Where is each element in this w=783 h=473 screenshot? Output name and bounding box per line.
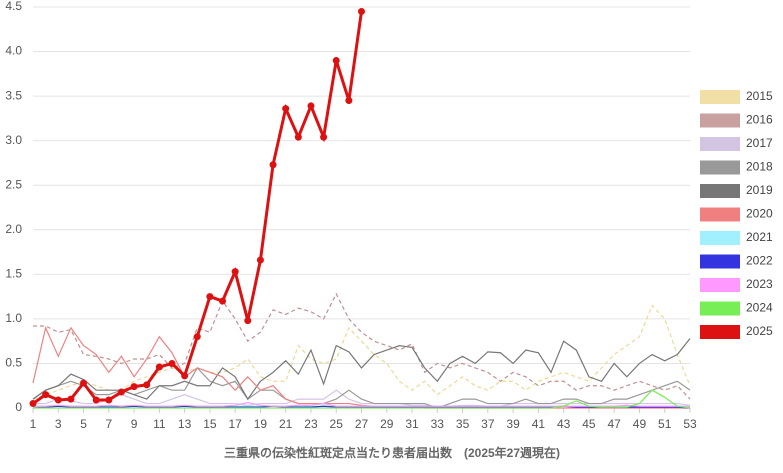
- x-tick-label: 41: [532, 417, 546, 431]
- x-tick-label: 37: [481, 417, 495, 431]
- point: [294, 133, 302, 141]
- point: [206, 293, 214, 301]
- y-tick-label: 0: [15, 400, 22, 414]
- point: [358, 7, 365, 15]
- legend-swatch: [700, 207, 740, 222]
- series-line: [32, 405, 691, 409]
- x-tick-label: 31: [405, 417, 419, 431]
- x-tick-label: 49: [633, 417, 647, 431]
- x-tick-label: 19: [254, 417, 268, 431]
- legend-swatch: [700, 113, 740, 128]
- point: [92, 396, 100, 404]
- legend-label: 2019: [746, 183, 773, 197]
- legend-label: 2021: [746, 230, 773, 244]
- legend-swatch: [700, 254, 740, 269]
- x-tick-label: 47: [608, 417, 622, 431]
- series-line: [32, 325, 690, 409]
- x-tick-label: 9: [131, 417, 138, 431]
- legend-label: 2023: [746, 277, 773, 291]
- legend-label: 2017: [746, 136, 773, 150]
- x-tick-label: 13: [178, 417, 192, 431]
- x-tick-label: 35: [456, 417, 470, 431]
- point: [219, 297, 227, 305]
- legend-swatch: [700, 184, 740, 198]
- x-tick-label: 43: [557, 417, 571, 431]
- point: [256, 256, 264, 264]
- series-line: [32, 366, 691, 409]
- y-tick-label: 1.0: [5, 311, 22, 325]
- point: [193, 333, 201, 341]
- x-tick-label: 39: [506, 417, 520, 431]
- point: [143, 381, 151, 389]
- x-tick-label: 1: [30, 417, 37, 431]
- series-line: [33, 402, 690, 407]
- y-tick-label: 1.5: [5, 267, 22, 281]
- legend-label: 2022: [746, 254, 773, 268]
- legend-label: 2024: [746, 301, 773, 315]
- x-tick-label: 5: [80, 417, 87, 431]
- point: [67, 395, 75, 403]
- legend-swatch: [700, 160, 740, 175]
- point: [42, 391, 50, 399]
- series-line: [32, 304, 691, 400]
- point: [117, 388, 125, 396]
- x-tick-label: 45: [582, 417, 596, 431]
- y-tick-label: 4.0: [5, 44, 22, 58]
- point: [345, 97, 353, 105]
- legend-swatch: [700, 231, 740, 245]
- legend-label: 2015: [746, 89, 773, 103]
- legend-swatch: [700, 278, 740, 292]
- y-tick-label: 3.5: [5, 88, 22, 102]
- x-tick-label: 53: [683, 417, 697, 431]
- x-tick-label: 7: [105, 417, 112, 431]
- series-line: [33, 389, 691, 409]
- point: [320, 133, 328, 141]
- point: [130, 383, 138, 391]
- legend-swatch: [700, 137, 740, 151]
- x-tick-label: 25: [330, 417, 344, 431]
- point: [80, 379, 88, 387]
- point: [29, 400, 37, 408]
- point: [168, 359, 176, 367]
- point: [269, 161, 277, 169]
- x-tick-label: 51: [658, 417, 672, 431]
- y-tick-label: 3.0: [5, 133, 22, 147]
- point: [282, 105, 290, 113]
- x-tick-label: 15: [203, 417, 217, 431]
- legend-label: 2018: [746, 160, 773, 174]
- x-tick-label: 3: [55, 417, 62, 431]
- y-tick-label: 4.5: [5, 0, 22, 13]
- x-tick-label: 29: [380, 417, 394, 431]
- series-line: [32, 338, 691, 401]
- x-tick-label: 17: [228, 417, 242, 431]
- legend-swatch: [700, 301, 740, 316]
- series-line: [33, 389, 691, 407]
- point: [231, 268, 239, 276]
- legend-swatch: [700, 90, 740, 104]
- point: [54, 396, 62, 404]
- point: [155, 363, 163, 371]
- legend-label: 2025: [746, 324, 773, 338]
- legend-swatch: [700, 325, 740, 339]
- point: [307, 102, 315, 110]
- y-tick-label: 0.5: [5, 356, 22, 370]
- y-tick-label: 2.5: [5, 177, 22, 191]
- legend-label: 2020: [746, 207, 773, 221]
- legend-label: 2016: [746, 113, 773, 127]
- x-tick-label: 21: [279, 417, 293, 431]
- point: [332, 56, 340, 64]
- y-tick-label: 2.0: [5, 222, 22, 236]
- x-tick-label: 27: [355, 417, 369, 431]
- point: [244, 317, 252, 325]
- x-tick-label: 11: [153, 417, 166, 431]
- point: [181, 372, 189, 380]
- point: [105, 396, 113, 404]
- series-line: [33, 292, 691, 400]
- x-tick-label: 33: [431, 417, 445, 431]
- chart-title: 三重県の伝染性紅斑定点当たり患者届出数 (2025年27週現在): [224, 445, 560, 460]
- x-tick-label: 23: [304, 417, 318, 431]
